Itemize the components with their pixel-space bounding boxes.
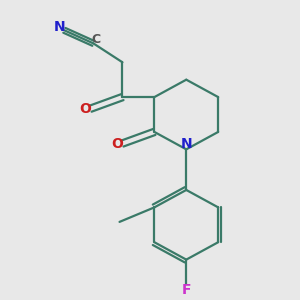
Text: O: O — [111, 136, 123, 151]
Text: F: F — [182, 283, 191, 296]
Text: O: O — [79, 102, 91, 116]
Text: N: N — [181, 137, 192, 151]
Text: C: C — [92, 33, 101, 46]
Text: N: N — [54, 20, 66, 34]
